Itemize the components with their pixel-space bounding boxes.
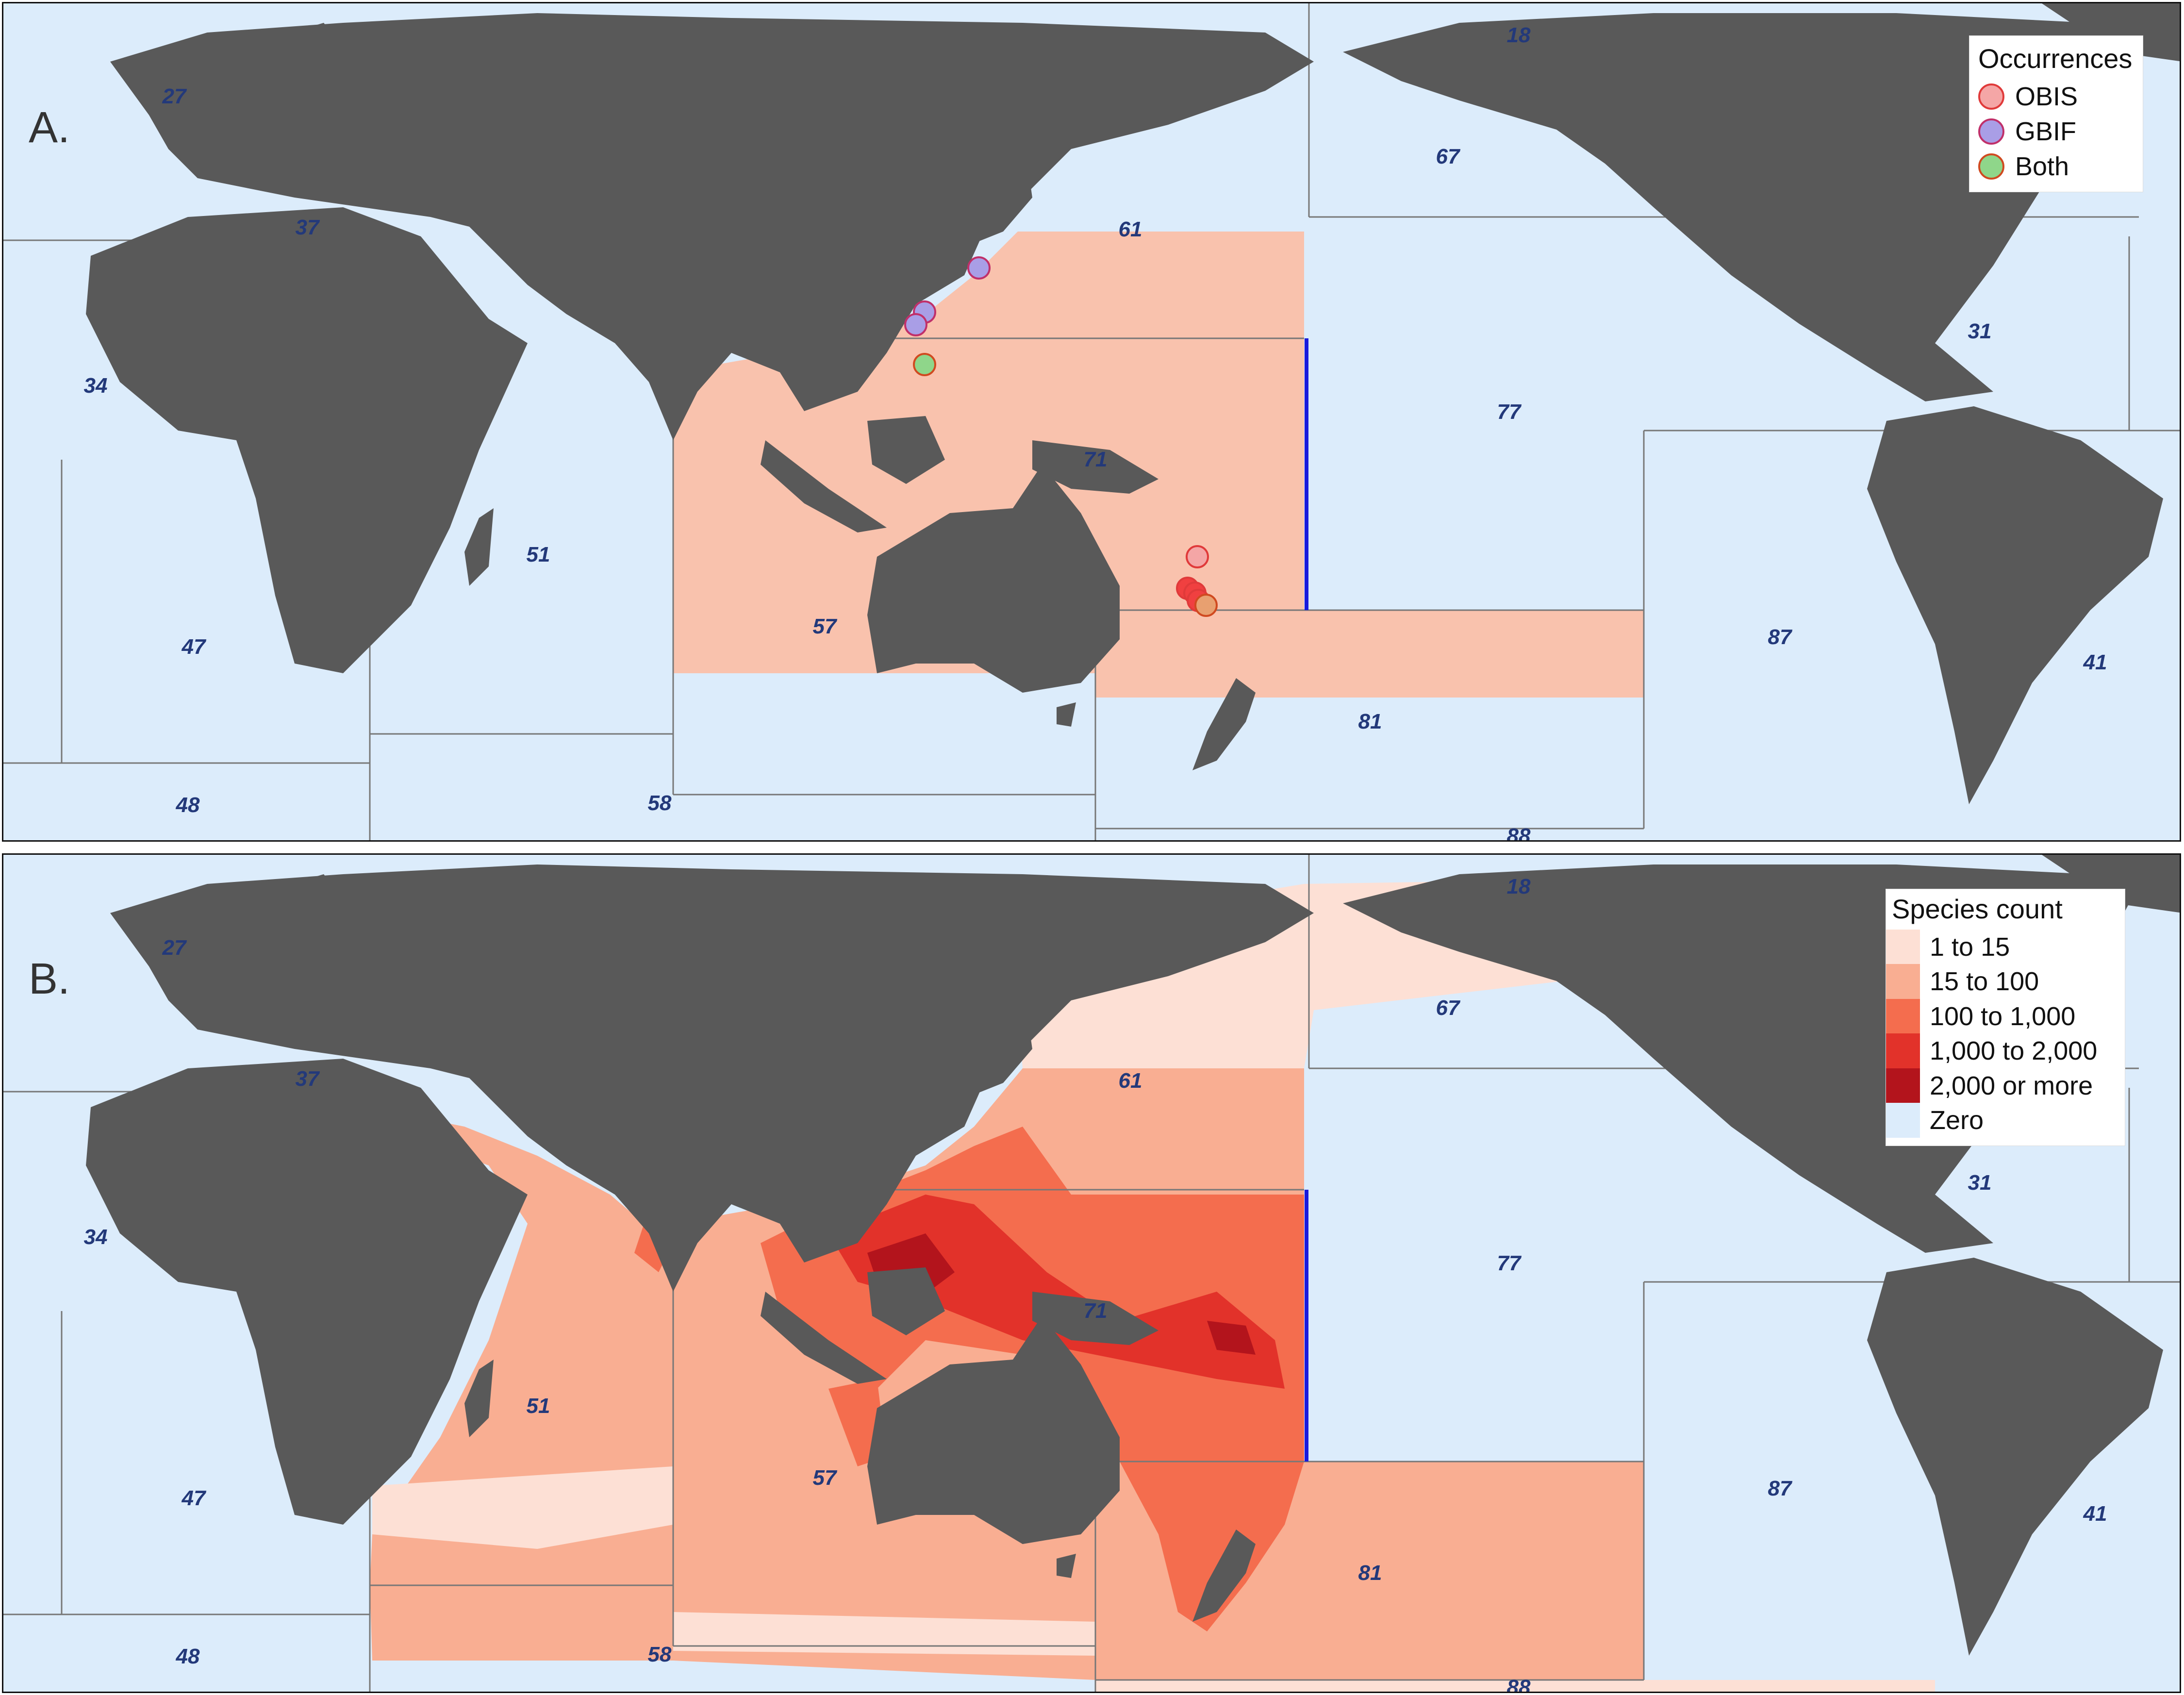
fao-area-27: 27 — [162, 936, 186, 960]
swatch — [1886, 964, 1920, 999]
fao-area-87: 87 — [1768, 1477, 1792, 1500]
swatch — [1886, 1033, 1920, 1069]
fao-area-77: 77 — [1497, 400, 1521, 424]
legend-item-100-1000: 100 to 1,000 — [1886, 998, 2114, 1034]
swatch — [1886, 1103, 1920, 1138]
fao-area-41: 41 — [2083, 650, 2107, 674]
fao-area-88: 88 — [1506, 824, 1531, 842]
land-a — [86, 3, 2180, 804]
legend-label: Both — [2015, 152, 2069, 181]
species-count-legend: Species count 1 to 15 15 to 100 100 to 1… — [1886, 889, 2125, 1146]
legend-item-1000-2000: 1,000 to 2,000 — [1886, 1033, 2114, 1069]
legend-label: 15 to 100 — [1930, 967, 2039, 997]
panel-b-label: B. — [29, 955, 70, 1003]
fao-area-31: 31 — [1968, 319, 1992, 343]
occurrences-legend: Occurrences OBIS GBIF Both — [1969, 35, 2144, 192]
fao-area-27: 27 — [162, 84, 186, 108]
fao-area-67: 67 — [1436, 996, 1460, 1020]
legend-item-gbif: GBIF — [1978, 114, 2132, 149]
fao-area-47: 47 — [182, 635, 206, 659]
legend-item-both: Both — [1978, 149, 2132, 184]
legend-label: 1 to 15 — [1930, 932, 2010, 962]
fao-area-61: 61 — [1118, 217, 1142, 241]
legend-label: Zero — [1930, 1106, 1984, 1135]
gbif-point — [904, 313, 927, 336]
fao-area-57: 57 — [812, 615, 837, 638]
legend-item-obis: OBIS — [1978, 79, 2132, 114]
fao-area-67: 67 — [1436, 145, 1460, 168]
swatch — [1886, 1068, 1920, 1103]
legend-item-2000-plus: 2,000 or more — [1886, 1068, 2114, 1103]
both-point — [913, 353, 936, 376]
fao-area-61: 61 — [1118, 1069, 1142, 1093]
fao-area-48: 48 — [176, 1645, 200, 1668]
panel-a-label: A. — [29, 103, 70, 152]
swatch — [1886, 998, 1920, 1034]
legend-item-1-15: 1 to 15 — [1886, 929, 2114, 964]
fao-area-31: 31 — [1968, 1171, 1992, 1195]
fao-area-81: 81 — [1358, 1561, 1382, 1585]
obis-swatch — [1978, 83, 2004, 110]
fao-area-37: 37 — [295, 1067, 319, 1091]
fao-area-71: 71 — [1083, 1299, 1108, 1323]
gbif-swatch — [1978, 118, 2004, 145]
map-b-svg — [3, 855, 2180, 1692]
legend-title: Species count — [1892, 894, 2063, 924]
both-point — [1194, 594, 1218, 617]
occurrence-points-a — [904, 256, 1218, 617]
legend-label: 1,000 to 2,000 — [1930, 1036, 2098, 1066]
legend-title: Occurrences — [1978, 43, 2133, 74]
map-panel-a: A. 18 27 37 34 47 48 51 57 58 61 67 71 7… — [2, 2, 2181, 842]
fao-area-34: 34 — [83, 374, 108, 398]
swatch — [1886, 929, 1920, 964]
fao-area-47: 47 — [182, 1486, 206, 1510]
legend-item-15-100: 15 to 100 — [1886, 964, 2114, 999]
fao-area-51: 51 — [526, 1394, 550, 1418]
fao-area-51: 51 — [526, 543, 550, 566]
fao-area-88: 88 — [1506, 1676, 1531, 1693]
obis-point — [1186, 545, 1209, 568]
map-a-svg — [3, 3, 2180, 840]
fao-area-87: 87 — [1768, 625, 1792, 649]
fao-area-58: 58 — [647, 1643, 672, 1666]
fao-area-58: 58 — [647, 791, 672, 815]
legend-label: OBIS — [2015, 82, 2078, 111]
both-swatch — [1978, 153, 2004, 180]
range-layer-a — [673, 232, 1644, 698]
fao-area-71: 71 — [1083, 448, 1108, 471]
map-panel-b: B. 18 27 37 34 47 48 51 57 58 61 67 71 7… — [2, 853, 2181, 1693]
fao-area-57: 57 — [812, 1466, 837, 1490]
fao-area-81: 81 — [1358, 710, 1382, 733]
legend-label: GBIF — [2015, 117, 2077, 146]
gbif-point — [967, 256, 991, 280]
fao-area-77: 77 — [1497, 1251, 1521, 1275]
fao-area-18: 18 — [1506, 23, 1531, 47]
fao-area-37: 37 — [295, 216, 319, 239]
fao-area-41: 41 — [2083, 1502, 2107, 1526]
legend-label: 2,000 or more — [1930, 1071, 2093, 1100]
fao-area-18: 18 — [1506, 875, 1531, 898]
fao-area-34: 34 — [83, 1225, 108, 1249]
legend-item-zero: Zero — [1886, 1103, 2114, 1138]
fao-area-48: 48 — [176, 793, 200, 817]
legend-label: 100 to 1,000 — [1930, 1001, 2076, 1031]
